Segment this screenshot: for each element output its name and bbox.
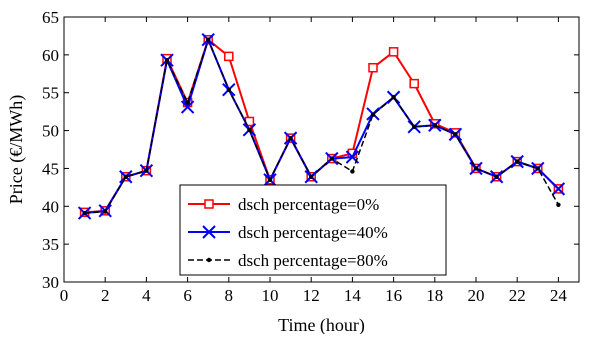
data-point	[551, 182, 566, 196]
data-point	[412, 124, 417, 129]
series-2	[82, 37, 561, 216]
y-tick-label: 40	[42, 197, 59, 216]
x-tick-label: 16	[385, 286, 402, 305]
legend-swatch-marker	[202, 225, 216, 239]
y-tick-label: 35	[42, 235, 59, 254]
x-tick-label: 4	[142, 286, 151, 305]
data-point	[309, 174, 314, 179]
data-point	[515, 159, 520, 164]
y-axis-title: Price (€/MWh)	[6, 95, 27, 204]
data-point	[432, 123, 437, 128]
data-point	[370, 112, 376, 117]
legend: dsch percentage=0% dsch percentage=40% dsc…	[179, 184, 447, 276]
data-point	[247, 127, 252, 133]
legend-swatch-marker	[206, 257, 212, 263]
data-point	[453, 132, 458, 137]
x-tick-label: 10	[262, 286, 279, 305]
x-tick-label: 12	[303, 286, 320, 305]
x-tick-label: 14	[344, 286, 362, 305]
legend-swatch-marker	[204, 199, 214, 209]
x-tick-label: 2	[101, 286, 110, 305]
data-point	[226, 87, 231, 92]
legend-entry: dsch percentage=0%	[188, 195, 379, 214]
data-point	[82, 210, 87, 216]
data-point	[535, 166, 540, 171]
data-point	[391, 95, 396, 100]
data-point	[180, 100, 195, 114]
data-point	[288, 135, 293, 141]
data-point	[144, 168, 149, 173]
series-layer	[77, 33, 566, 220]
y-tick-label: 55	[42, 84, 59, 103]
x-tick-label: 22	[509, 286, 526, 305]
data-point	[556, 202, 561, 207]
x-tick-label: 0	[60, 286, 69, 305]
data-point	[368, 62, 378, 73]
data-point	[329, 156, 334, 161]
data-point	[267, 177, 273, 182]
y-tick-label: 50	[42, 122, 59, 141]
data-point	[206, 37, 211, 42]
legend-label: dsch percentage=0%	[238, 195, 379, 214]
legend-entry: dsch percentage=80%	[188, 251, 388, 270]
data-point	[164, 57, 170, 63]
data-point	[388, 47, 399, 57]
data-point	[224, 51, 234, 62]
x-tick-label: 24	[550, 286, 568, 305]
data-point	[473, 166, 479, 171]
x-tick-label: 20	[468, 286, 485, 305]
data-point	[103, 209, 108, 214]
x-tick-label: 18	[426, 286, 443, 305]
y-tick-label: 30	[42, 273, 59, 292]
legend-entry: dsch percentage=40%	[188, 223, 388, 242]
y-tick-label: 65	[42, 8, 59, 27]
data-point	[123, 174, 128, 179]
data-point	[350, 169, 355, 174]
legend-label: dsch percentage=40%	[238, 223, 388, 242]
y-tick-label: 60	[42, 46, 59, 65]
series-line	[84, 38, 560, 214]
y-tick-label: 45	[42, 159, 59, 178]
data-point	[494, 174, 499, 179]
legend-label: dsch percentage=80%	[238, 251, 388, 270]
data-point	[185, 100, 190, 105]
data-point	[409, 78, 419, 89]
x-tick-label: 8	[225, 286, 234, 305]
x-axis-title: Time (hour)	[278, 315, 365, 334]
plot-frame	[63, 16, 580, 283]
x-tick-label: 6	[183, 286, 192, 305]
